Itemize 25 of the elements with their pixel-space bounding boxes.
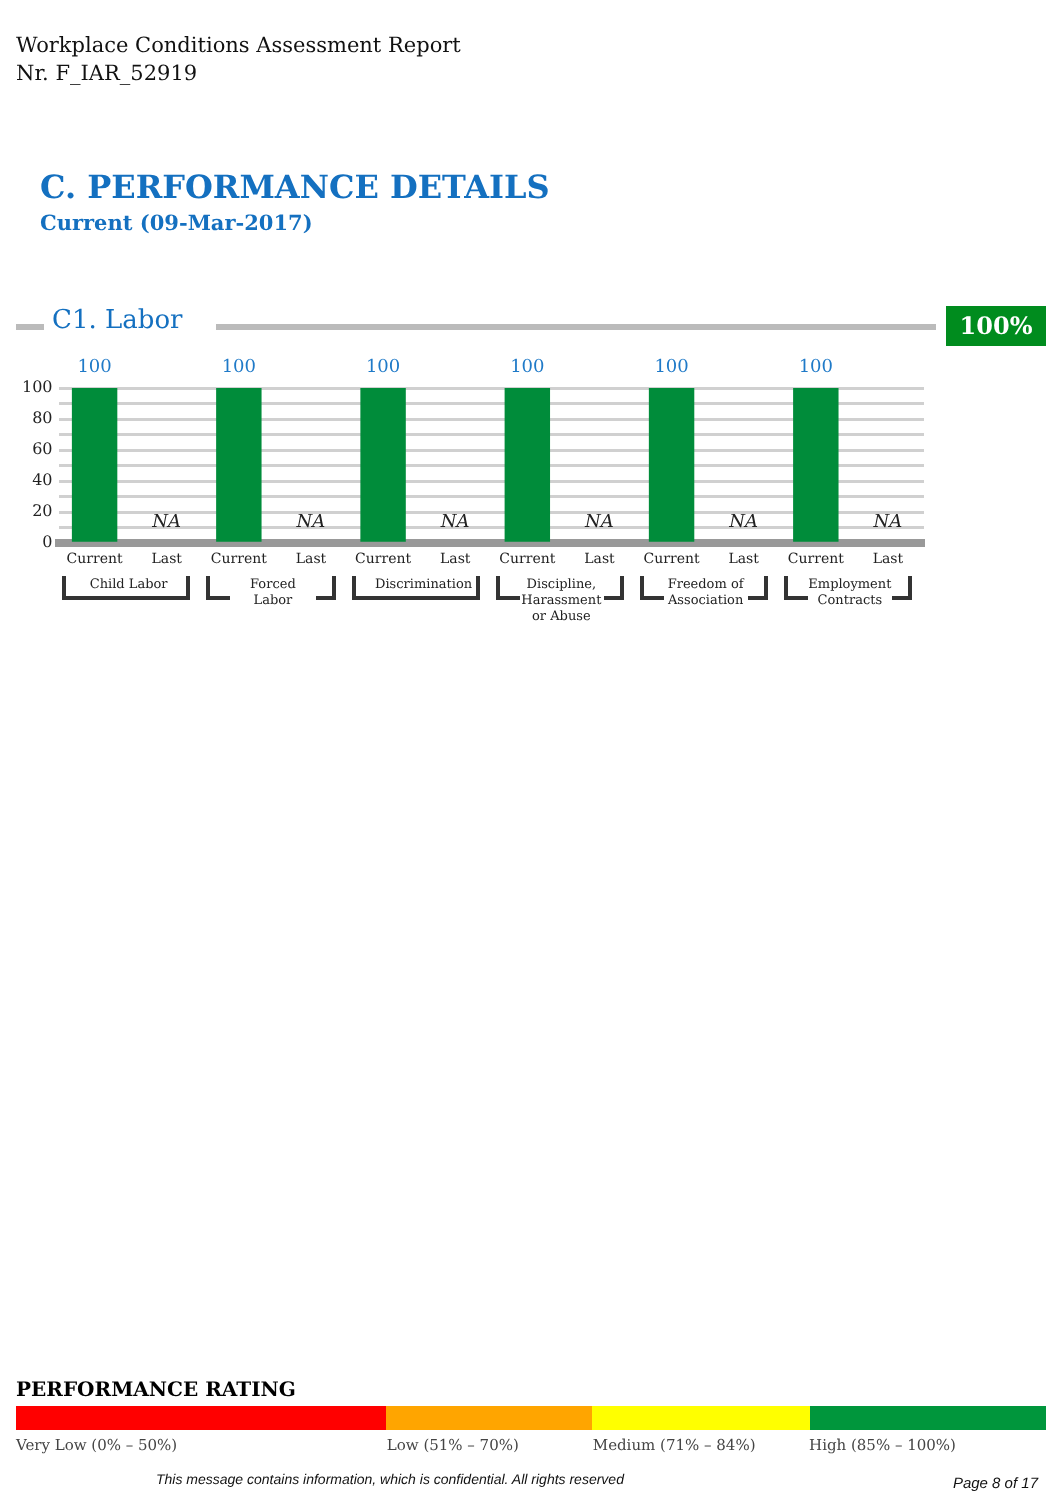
y-tick-label: 80 (32, 409, 53, 428)
chart-subtitle: Current (09-Mar-2017) (40, 212, 315, 236)
text: NA (729, 513, 759, 534)
text: NA (440, 513, 470, 534)
data-label: 100 (798, 358, 834, 378)
text: C1. Labor (52, 306, 183, 336)
y-tick-label: 20 (32, 502, 53, 521)
chart-title: C. PERFORMANCE DETAILS (40, 168, 550, 206)
text: NA (296, 513, 326, 534)
y-tick-label: 0 (42, 533, 53, 552)
data-label: 100 (77, 358, 113, 378)
y-tick-label: 100 (21, 378, 53, 397)
text: Workplace Conditions Assessment Report (16, 32, 461, 60)
text: NA (873, 513, 903, 534)
text: NA (152, 513, 182, 534)
text: Nr. F_IAR_52919 (16, 60, 200, 88)
data-label: 100 (510, 358, 546, 378)
text: PERFORMANCE RATING (16, 1380, 298, 1402)
data-label: 100 (221, 358, 257, 378)
data-label: 100 (654, 358, 690, 378)
y-tick-label: 60 (32, 440, 53, 459)
y-tick-label: 40 (32, 471, 53, 490)
text: 100% (946, 306, 1046, 346)
data-label: 100 (365, 358, 401, 378)
text: NA (585, 513, 614, 534)
